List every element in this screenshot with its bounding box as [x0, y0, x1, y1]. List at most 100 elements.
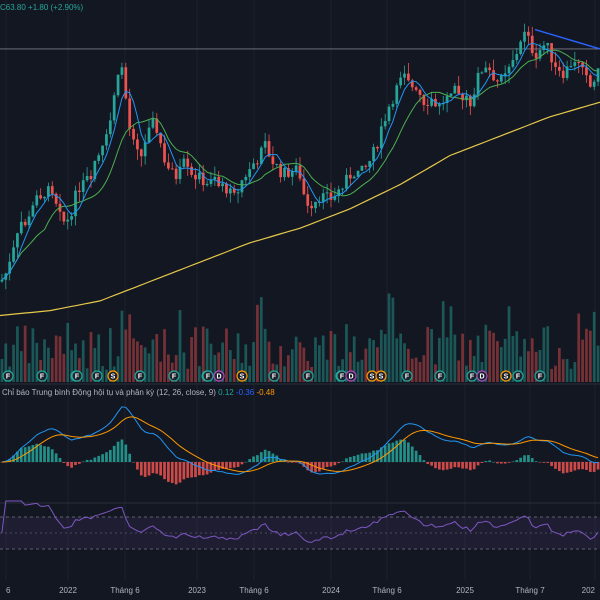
macd-histogram-bar: [116, 441, 120, 462]
candle-body: [263, 141, 267, 148]
event-marker-F[interactable]: F: [336, 370, 348, 382]
candle-body: [542, 45, 546, 51]
macd-histogram-bar: [441, 462, 445, 471]
event-marker-F[interactable]: F: [71, 370, 83, 382]
volume-bar: [457, 360, 461, 382]
volume-bar: [554, 365, 557, 382]
macd-histogram-bar: [592, 462, 596, 472]
volume-bar: [577, 313, 581, 382]
macd-histogram-bar: [538, 462, 542, 463]
candle-body: [410, 80, 414, 88]
marker-label: F: [405, 374, 410, 381]
event-marker-F[interactable]: F: [401, 370, 413, 382]
candle-body: [356, 170, 360, 177]
event-marker-S[interactable]: S: [500, 370, 512, 382]
volume-bar: [252, 342, 255, 382]
event-marker-F[interactable]: F: [202, 370, 214, 382]
event-marker-D[interactable]: D: [213, 370, 225, 382]
event-marker-D[interactable]: D: [476, 370, 488, 382]
volume-bar: [139, 345, 143, 382]
volume-bar: [209, 343, 213, 382]
macd-histogram-bar: [159, 462, 162, 476]
volume-bar: [561, 359, 565, 382]
candle-body: [376, 146, 379, 149]
candle-body: [205, 183, 209, 186]
candle-body: [507, 66, 511, 74]
volume-bar: [19, 351, 23, 382]
event-marker-F[interactable]: F: [2, 370, 14, 382]
event-markers[interactable]: FFFFFSFFFFDSFFFFDSSFFFDSFF: [2, 370, 546, 382]
candle-body: [93, 160, 97, 180]
volume-bar: [383, 334, 387, 382]
volume-bar: [318, 345, 321, 382]
volume-bar: [287, 355, 290, 382]
event-marker-F[interactable]: F: [268, 370, 280, 382]
macd-histogram-bar: [461, 462, 464, 469]
candle-body: [530, 35, 534, 54]
marker-circle: [345, 370, 357, 382]
candle-body: [252, 163, 255, 170]
event-marker-F[interactable]: F: [36, 370, 48, 382]
volume-bar: [12, 344, 15, 382]
volume-bar: [368, 338, 372, 382]
macd-histogram-bar: [97, 455, 101, 462]
macd-histogram-bar: [492, 461, 495, 463]
marker-circle: [91, 370, 103, 382]
volume-bar: [445, 337, 449, 382]
candle-body: [430, 98, 433, 106]
marker-circle: [168, 370, 180, 382]
event-marker-F[interactable]: F: [534, 370, 546, 382]
event-marker-F[interactable]: F: [168, 370, 180, 382]
candle-body: [259, 147, 263, 165]
volume-bar: [438, 337, 441, 382]
candle-body: [414, 87, 418, 90]
event-marker-F[interactable]: F: [302, 370, 314, 382]
trendline[interactable]: [534, 28, 600, 50]
candle-body: [70, 216, 73, 220]
volume-bar: [136, 341, 139, 382]
candle-body: [399, 77, 402, 86]
macd-histogram-bar: [325, 462, 329, 468]
macd-histogram-bar: [108, 449, 112, 462]
volume-bar: [395, 338, 399, 382]
event-marker-F[interactable]: F: [434, 370, 446, 382]
candle-body: [588, 75, 592, 87]
event-marker-F[interactable]: F: [134, 370, 146, 382]
candle-body: [271, 156, 275, 165]
macd-histogram-bar: [395, 440, 399, 462]
event-marker-D[interactable]: D: [345, 370, 357, 382]
volume-bar: [391, 297, 395, 382]
volume-bar: [178, 310, 182, 382]
macd-histogram-bar: [565, 462, 569, 473]
candle-body: [294, 165, 298, 172]
macd-histogram-bar: [50, 449, 54, 462]
event-marker-S[interactable]: S: [236, 370, 248, 382]
event-marker-F[interactable]: F: [466, 370, 478, 382]
candle-body: [217, 176, 221, 187]
candle-body: [128, 98, 132, 129]
candle-body: [387, 106, 391, 122]
volume-bar: [558, 348, 561, 382]
macd-histogram-bar: [480, 462, 484, 464]
candle-body: [244, 176, 248, 181]
macd-histogram-bar: [62, 462, 66, 463]
macd-histogram-bar: [147, 462, 151, 476]
macd-histogram-bar: [252, 456, 255, 462]
macd-histogram-bar: [554, 462, 557, 469]
volume-bar: [465, 365, 468, 382]
event-marker-S[interactable]: S: [107, 370, 119, 382]
candle-body: [453, 85, 457, 94]
signal-value: -0.36: [235, 388, 255, 397]
candle-body: [81, 180, 85, 192]
volume-bar: [23, 325, 27, 382]
macd-histogram-bar: [85, 459, 89, 462]
macd-histogram-bar: [287, 462, 290, 463]
event-marker-S[interactable]: S: [375, 370, 387, 382]
event-marker-F[interactable]: F: [512, 370, 524, 382]
event-marker-F[interactable]: F: [91, 370, 103, 382]
volume-bar: [538, 349, 542, 382]
ma-mid-line: [1, 49, 599, 281]
volume-bar: [47, 347, 50, 382]
marker-circle: [476, 370, 488, 382]
